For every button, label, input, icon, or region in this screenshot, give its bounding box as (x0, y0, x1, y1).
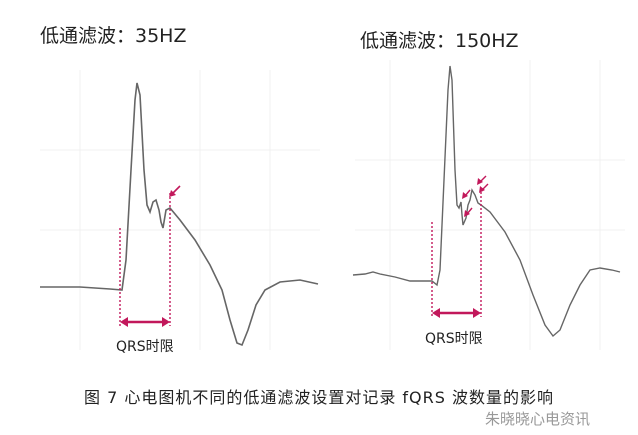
qrs-interval-marker-35hz (119, 185, 181, 327)
qrs-interval-marker-150hz (431, 175, 489, 318)
qrs-label-35hz: QRS时限 (116, 339, 174, 355)
watermark: 朱晓晓心电资讯 (485, 410, 591, 428)
grid (40, 60, 625, 350)
figure-caption: 图 7 心电图机不同的低通滤波设置对记录 fQRS 波数量的影响 (83, 388, 555, 407)
ecg-trace-150hz (352, 65, 621, 338)
qrs-label-150hz: QRS时限 (425, 331, 483, 347)
ecg-trace-35hz (40, 82, 319, 347)
panel-title-150hz: 低通滤波：150HZ (360, 30, 519, 52)
panel-title-35hz: 低通滤波：35HZ (40, 25, 187, 47)
